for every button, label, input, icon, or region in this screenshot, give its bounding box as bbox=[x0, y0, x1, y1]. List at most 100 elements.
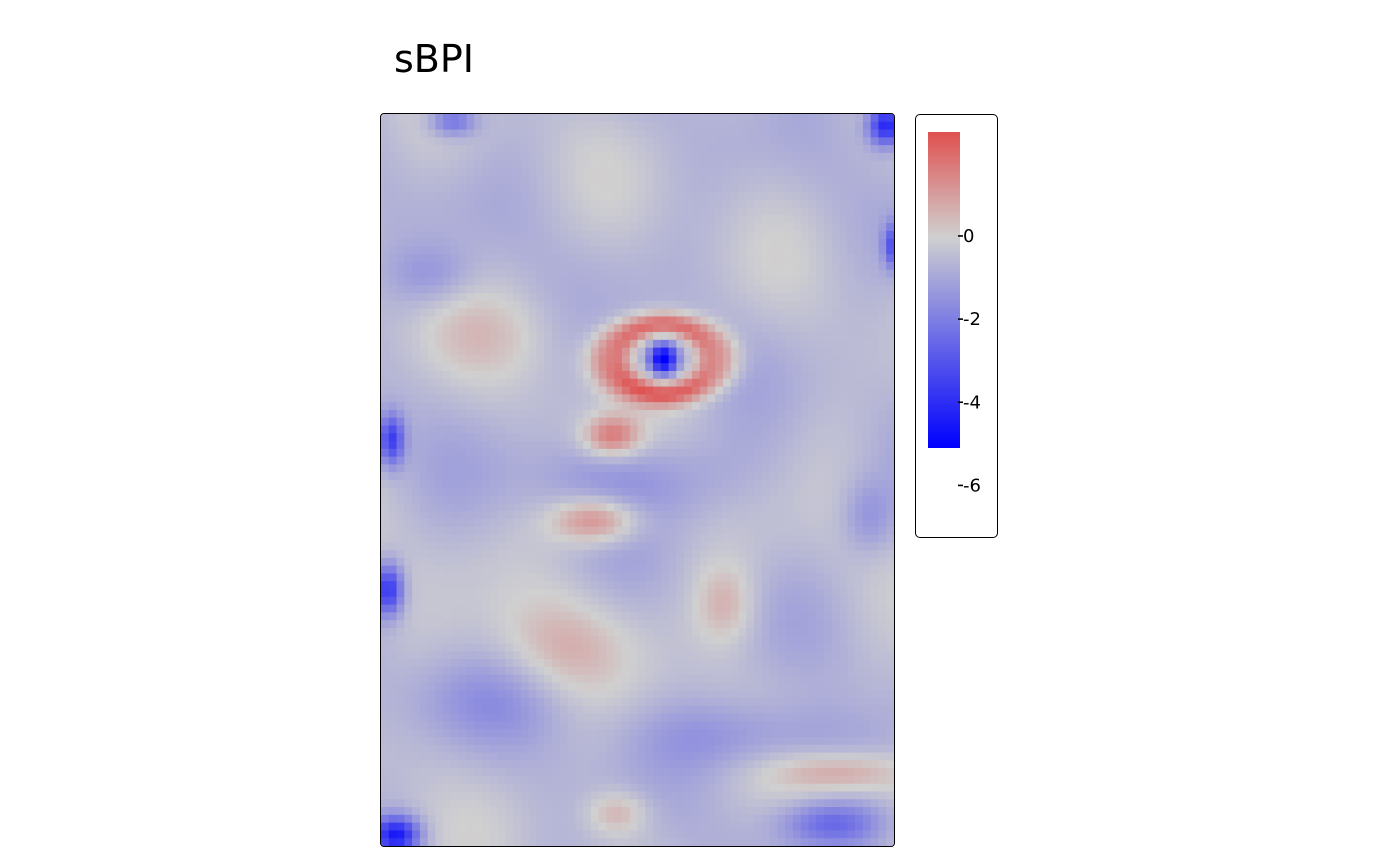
raster-cell bbox=[412, 480, 421, 489]
raster-cell bbox=[497, 363, 506, 372]
raster-cell bbox=[707, 168, 716, 177]
raster-cell bbox=[520, 573, 530, 582]
raster-cell bbox=[769, 565, 779, 575]
raster-cell bbox=[792, 674, 802, 684]
raster-cell bbox=[552, 666, 561, 676]
raster-cell bbox=[443, 550, 452, 559]
raster-cell bbox=[691, 386, 701, 395]
raster-cell bbox=[653, 300, 662, 310]
raster-cell bbox=[482, 363, 491, 372]
raster-cell bbox=[435, 277, 444, 286]
raster-cell bbox=[513, 246, 522, 255]
raster-cell bbox=[746, 199, 755, 209]
raster-cell bbox=[637, 316, 646, 325]
raster-cell bbox=[412, 293, 421, 302]
raster-cell bbox=[450, 285, 460, 294]
raster-cell bbox=[381, 690, 390, 699]
raster-cell bbox=[816, 332, 825, 341]
raster-cell bbox=[777, 152, 786, 162]
raster-cell bbox=[435, 456, 444, 466]
raster-cell bbox=[606, 448, 615, 458]
raster-cell bbox=[598, 596, 607, 606]
raster-cell bbox=[466, 441, 475, 450]
raster-cell bbox=[754, 386, 763, 395]
raster-cell bbox=[645, 690, 654, 699]
raster-cell bbox=[668, 620, 677, 629]
raster-cell bbox=[722, 129, 732, 138]
raster-cell bbox=[443, 277, 452, 286]
raster-cell bbox=[606, 627, 615, 637]
raster-cell bbox=[606, 526, 615, 536]
raster-cell bbox=[381, 518, 390, 528]
raster-cell bbox=[404, 402, 413, 411]
raster-cell bbox=[590, 557, 600, 567]
raster-cell bbox=[606, 269, 615, 279]
raster-cell bbox=[520, 254, 530, 263]
raster-cell bbox=[668, 261, 677, 271]
raster-cell bbox=[528, 277, 538, 286]
raster-cell bbox=[443, 285, 452, 294]
raster-cell bbox=[886, 207, 894, 216]
raster-cell bbox=[513, 417, 522, 427]
raster-cell bbox=[474, 137, 483, 146]
raster-cell bbox=[699, 674, 709, 684]
raster-cell bbox=[614, 448, 623, 458]
raster-cell bbox=[466, 316, 475, 325]
raster-cell bbox=[645, 378, 654, 388]
raster-cell bbox=[427, 316, 437, 325]
raster-cell bbox=[777, 666, 786, 676]
raster-cell bbox=[513, 129, 522, 138]
raster-cell bbox=[684, 324, 693, 333]
raster-cell bbox=[839, 627, 848, 637]
raster-cell bbox=[761, 355, 771, 364]
raster-cell bbox=[839, 308, 848, 318]
raster-cell bbox=[528, 690, 538, 699]
raster-cell bbox=[606, 184, 615, 193]
raster-cell bbox=[676, 518, 685, 528]
raster-cell bbox=[396, 293, 405, 302]
raster-cell bbox=[870, 121, 880, 131]
raster-cell bbox=[443, 316, 452, 325]
raster-cell bbox=[800, 596, 810, 606]
raster-cell bbox=[886, 643, 894, 652]
raster-cell bbox=[466, 565, 475, 575]
raster-cell bbox=[886, 635, 894, 645]
raster-cell bbox=[754, 223, 763, 232]
raster-cell bbox=[520, 129, 530, 138]
raster-cell bbox=[614, 425, 623, 434]
raster-cell bbox=[761, 246, 771, 255]
raster-cell bbox=[497, 526, 506, 536]
raster-cell bbox=[544, 550, 553, 559]
raster-cell bbox=[474, 308, 483, 318]
raster-cell bbox=[746, 184, 755, 193]
raster-cell bbox=[792, 464, 802, 473]
raster-cell bbox=[699, 223, 709, 232]
raster-cell bbox=[536, 332, 545, 341]
raster-cell bbox=[497, 581, 506, 590]
raster-cell bbox=[855, 152, 864, 162]
raster-cell bbox=[474, 246, 483, 255]
raster-cell bbox=[450, 269, 460, 279]
raster-cell bbox=[621, 230, 631, 240]
raster-cell bbox=[474, 425, 483, 434]
raster-cell bbox=[855, 207, 864, 216]
raster-cell bbox=[660, 604, 670, 613]
raster-cell bbox=[381, 534, 390, 543]
raster-cell bbox=[505, 176, 514, 185]
raster-cell bbox=[419, 339, 429, 349]
raster-cell bbox=[614, 573, 623, 582]
raster-cell bbox=[583, 137, 592, 146]
raster-cell bbox=[435, 409, 444, 419]
raster-cell bbox=[528, 627, 538, 637]
raster-cell bbox=[458, 394, 468, 403]
raster-cell bbox=[637, 261, 646, 271]
raster-cell bbox=[388, 324, 398, 333]
raster-cell bbox=[528, 511, 538, 520]
raster-cell bbox=[621, 573, 631, 582]
raster-cell bbox=[381, 370, 390, 380]
raster-cell bbox=[396, 666, 405, 676]
raster-cell bbox=[427, 526, 437, 536]
raster-cell bbox=[466, 550, 475, 559]
raster-cell bbox=[746, 448, 755, 458]
raster-cell bbox=[590, 261, 600, 271]
